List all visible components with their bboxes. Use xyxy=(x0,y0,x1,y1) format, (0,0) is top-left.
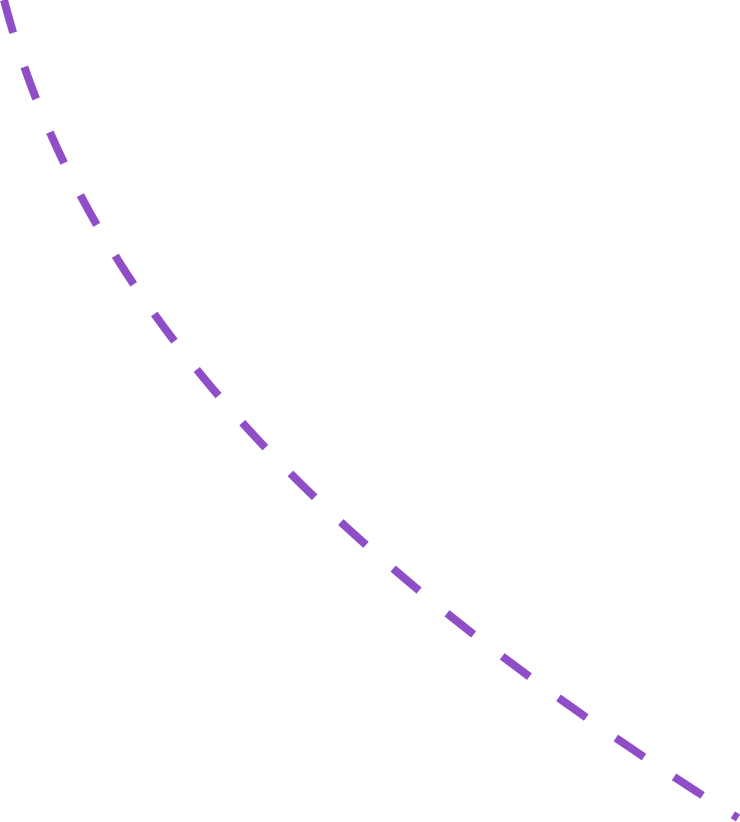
page xyxy=(0,0,740,822)
dashed-curve xyxy=(0,0,740,822)
canvas xyxy=(0,0,740,822)
